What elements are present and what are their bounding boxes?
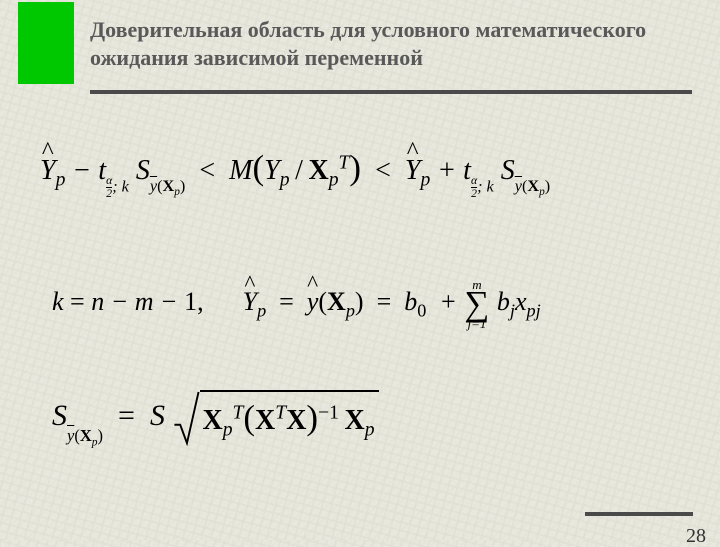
sqrt-icon: XpT(XTX)−1 Xp <box>172 390 378 446</box>
page-number: 28 <box>686 526 706 546</box>
green-accent-block <box>18 2 74 84</box>
equation-definitions: k = n − m − 1, Yp = y(Xp) = b0 + m ∑ j=1… <box>52 278 541 330</box>
equation-confidence-interval: Yp − tα2; k Sy(Xp) < M(Yp / XpT) < Yp + … <box>40 148 550 200</box>
y-hat: Y <box>40 155 56 187</box>
footer-accent-line <box>585 512 693 516</box>
equation-variance: Sy(Xp) = S XpT(XTX)−1 Xp <box>52 390 379 449</box>
y-hat-2: Y <box>405 155 421 187</box>
title-underline <box>90 90 692 94</box>
sigma-icon: m ∑ j=1 <box>464 278 489 330</box>
page-title: Доверительная область для условного мате… <box>90 16 690 71</box>
